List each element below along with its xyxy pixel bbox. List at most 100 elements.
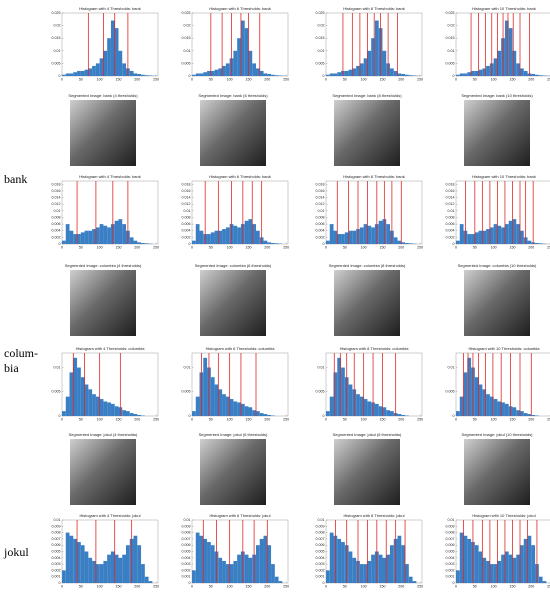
- histogram-bar: [382, 50, 387, 76]
- histogram-bar: [508, 554, 513, 583]
- y-tick-label: 0.004: [182, 229, 191, 233]
- segmented-image: [464, 100, 530, 166]
- histogram-bar: [456, 74, 460, 76]
- y-tick-label: 0: [453, 74, 455, 78]
- histogram-bar: [401, 545, 406, 583]
- y-tick-label: 0.009: [182, 524, 191, 528]
- y-tick-label: 0.001: [316, 575, 325, 579]
- x-tick-label: 250: [153, 584, 159, 588]
- y-tick-label: 0.012: [182, 202, 191, 206]
- histogram-bar: [356, 65, 360, 76]
- histogram-bar: [77, 367, 81, 416]
- histogram-bar: [329, 396, 334, 416]
- y-tick-label: 0.005: [52, 390, 61, 394]
- histogram-bar: [192, 74, 196, 76]
- x-tick-label: 100: [361, 77, 367, 81]
- segmented-image: [334, 100, 400, 166]
- histogram-bar: [337, 538, 342, 583]
- histogram-bar: [195, 224, 200, 244]
- x-tick-label: 0: [455, 417, 457, 421]
- histogram-bar: [126, 411, 130, 416]
- histogram-bar: [214, 384, 219, 416]
- histogram-bar: [88, 68, 93, 76]
- histogram-bar: [374, 20, 379, 77]
- y-tick-label: 0.002: [316, 568, 325, 572]
- y-tick-label: 0.018: [316, 182, 325, 186]
- y-tick-label: 0.008: [316, 215, 325, 219]
- x-tick-label: 250: [417, 245, 423, 249]
- histogram-bar: [103, 225, 108, 244]
- histogram-bar: [367, 401, 372, 416]
- histogram-bar: [329, 73, 334, 76]
- histogram-bar: [367, 560, 372, 583]
- y-tick-label: 0.002: [182, 568, 191, 572]
- y-tick-label: 0.016: [182, 189, 191, 193]
- histogram-bar: [233, 560, 238, 583]
- histogram-bar: [520, 68, 524, 76]
- histogram-bar: [497, 50, 502, 76]
- image-title: Segmented Image: columbia (4 thresholds): [65, 263, 142, 268]
- row-label: bia: [4, 361, 19, 375]
- y-tick-label: 0.006: [446, 543, 455, 547]
- x-tick-label: 200: [398, 77, 404, 81]
- histogram-bar: [405, 564, 409, 583]
- histogram-bar: [114, 28, 119, 76]
- x-tick-label: 0: [61, 584, 63, 588]
- histogram-bar: [356, 394, 360, 416]
- histogram-bar: [62, 570, 66, 583]
- histogram-bar: [474, 377, 479, 416]
- x-tick-label: 0: [455, 245, 457, 249]
- histogram-bar: [408, 75, 413, 76]
- histogram-bar: [240, 20, 245, 77]
- x-tick-label: 50: [209, 417, 213, 421]
- y-tick-label: 0.001: [52, 575, 61, 579]
- histogram-bar: [107, 402, 111, 416]
- histogram-bar: [73, 72, 78, 76]
- histogram-bar: [122, 224, 126, 244]
- chart-title: Histogram with 6 Thresholds: jokul: [209, 513, 270, 518]
- y-tick-label: 0.007: [316, 537, 325, 541]
- histogram-bar: [62, 411, 66, 416]
- x-tick-label: 50: [79, 77, 83, 81]
- y-tick-label: 0.016: [316, 189, 325, 193]
- histogram-bar: [99, 58, 104, 76]
- histogram-bar: [482, 557, 487, 583]
- histogram-bar: [92, 394, 96, 416]
- histogram-bar: [378, 220, 383, 244]
- histogram-bar: [92, 560, 96, 583]
- histogram-bar: [341, 542, 345, 583]
- y-tick-label: 0.01: [448, 209, 455, 213]
- y-tick-label: 0.018: [446, 182, 455, 186]
- histogram-bar: [471, 234, 475, 244]
- x-tick-label: 0: [191, 417, 193, 421]
- x-tick-label: 200: [134, 584, 140, 588]
- y-tick-label: 0.025: [446, 11, 455, 15]
- histogram-bar: [110, 20, 115, 77]
- histogram-bar: [137, 242, 142, 244]
- y-tick-label: 0.01: [54, 49, 61, 53]
- histogram-bar: [77, 234, 81, 244]
- x-tick-label: 150: [379, 77, 385, 81]
- y-tick-label: 0.01: [54, 209, 61, 213]
- segmented-image: [70, 439, 136, 505]
- y-tick-label: 0.002: [52, 568, 61, 572]
- histogram-bar: [237, 38, 241, 76]
- histogram-bar: [126, 545, 130, 583]
- y-tick-label: 0.006: [182, 543, 191, 547]
- y-tick-label: 0.003: [316, 562, 325, 566]
- histogram-bar: [538, 75, 543, 76]
- histogram-bar: [531, 73, 536, 76]
- x-tick-label: 100: [491, 245, 497, 249]
- histogram-bar: [95, 564, 100, 583]
- y-tick-label: 0.007: [446, 537, 455, 541]
- histogram-bar: [222, 394, 226, 416]
- histogram-bar: [240, 403, 245, 416]
- histogram-bar: [352, 557, 357, 583]
- histogram-bar: [195, 73, 200, 76]
- y-tick-label: 0.006: [182, 222, 191, 226]
- histogram-bar: [501, 554, 505, 583]
- histogram-bar: [248, 219, 253, 244]
- y-tick-label: 0.016: [446, 189, 455, 193]
- y-tick-label: 0.005: [52, 549, 61, 553]
- y-tick-label: 0.012: [316, 202, 325, 206]
